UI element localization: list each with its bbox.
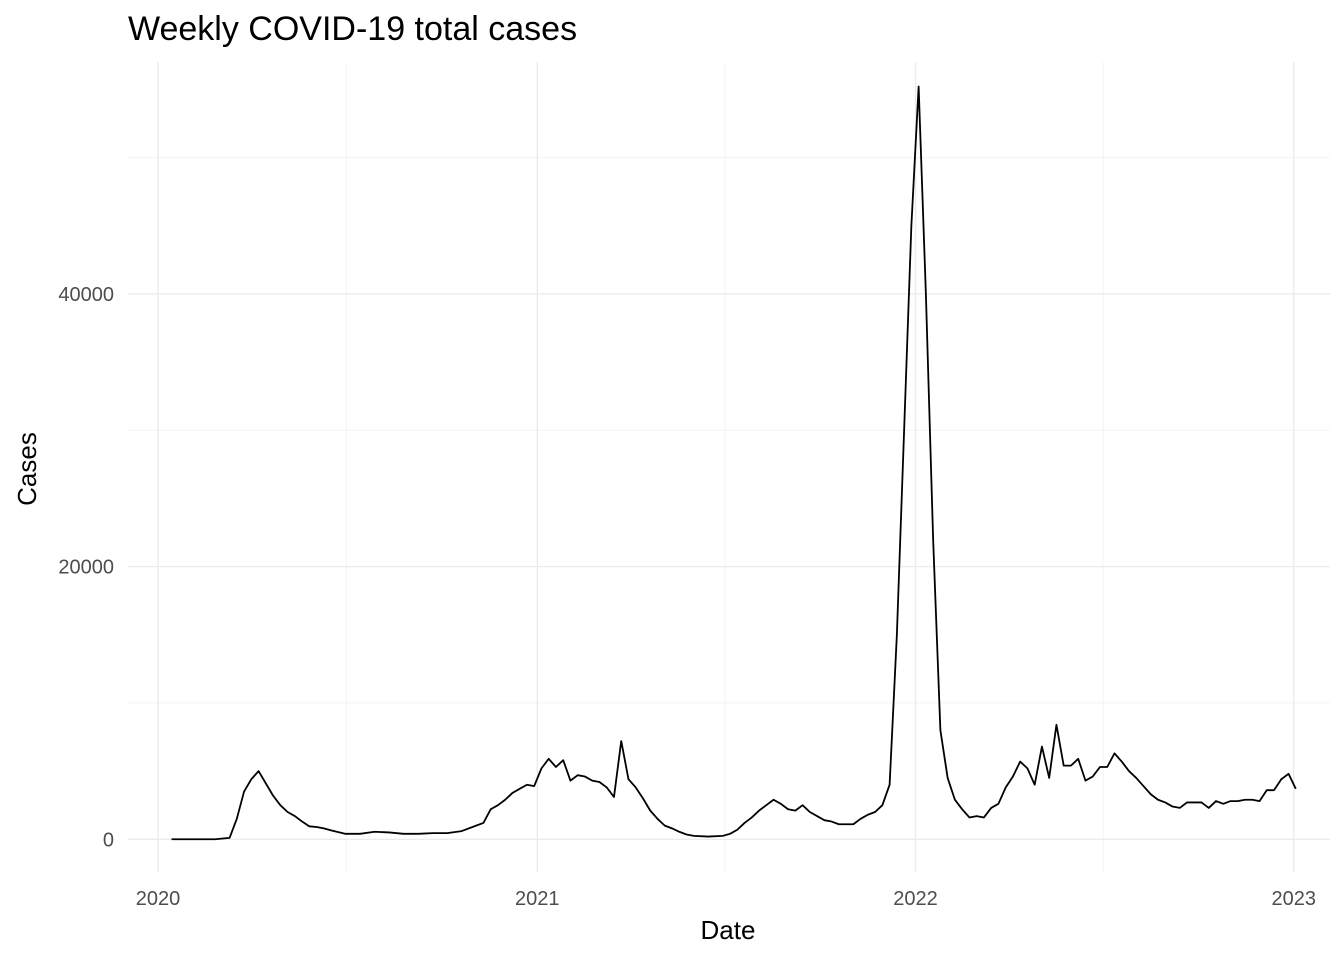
- x-axis-title: Date: [701, 915, 756, 945]
- series-line: [171, 85, 1297, 841]
- x-tick-label: 2021: [515, 888, 560, 910]
- y-axis-tick-labels: 0 20000 40000: [58, 284, 114, 851]
- x-tick-label: 2022: [893, 888, 938, 910]
- minor-gridlines: [128, 62, 1330, 872]
- y-tick-label: 20000: [58, 557, 114, 579]
- y-tick-label: 40000: [58, 284, 114, 306]
- x-tick-label: 2023: [1271, 888, 1316, 910]
- plot-panel: [128, 62, 1330, 872]
- x-axis-tick-labels: 2020 2021 2022 2023: [136, 888, 1316, 910]
- y-tick-label: 0: [103, 829, 114, 851]
- chart-title: Weekly COVID-19 total cases: [128, 10, 577, 48]
- series-layer: [171, 85, 1297, 841]
- y-axis-title: Cases: [12, 432, 42, 506]
- x-tick-label: 2020: [136, 888, 181, 910]
- major-gridlines: [128, 62, 1330, 872]
